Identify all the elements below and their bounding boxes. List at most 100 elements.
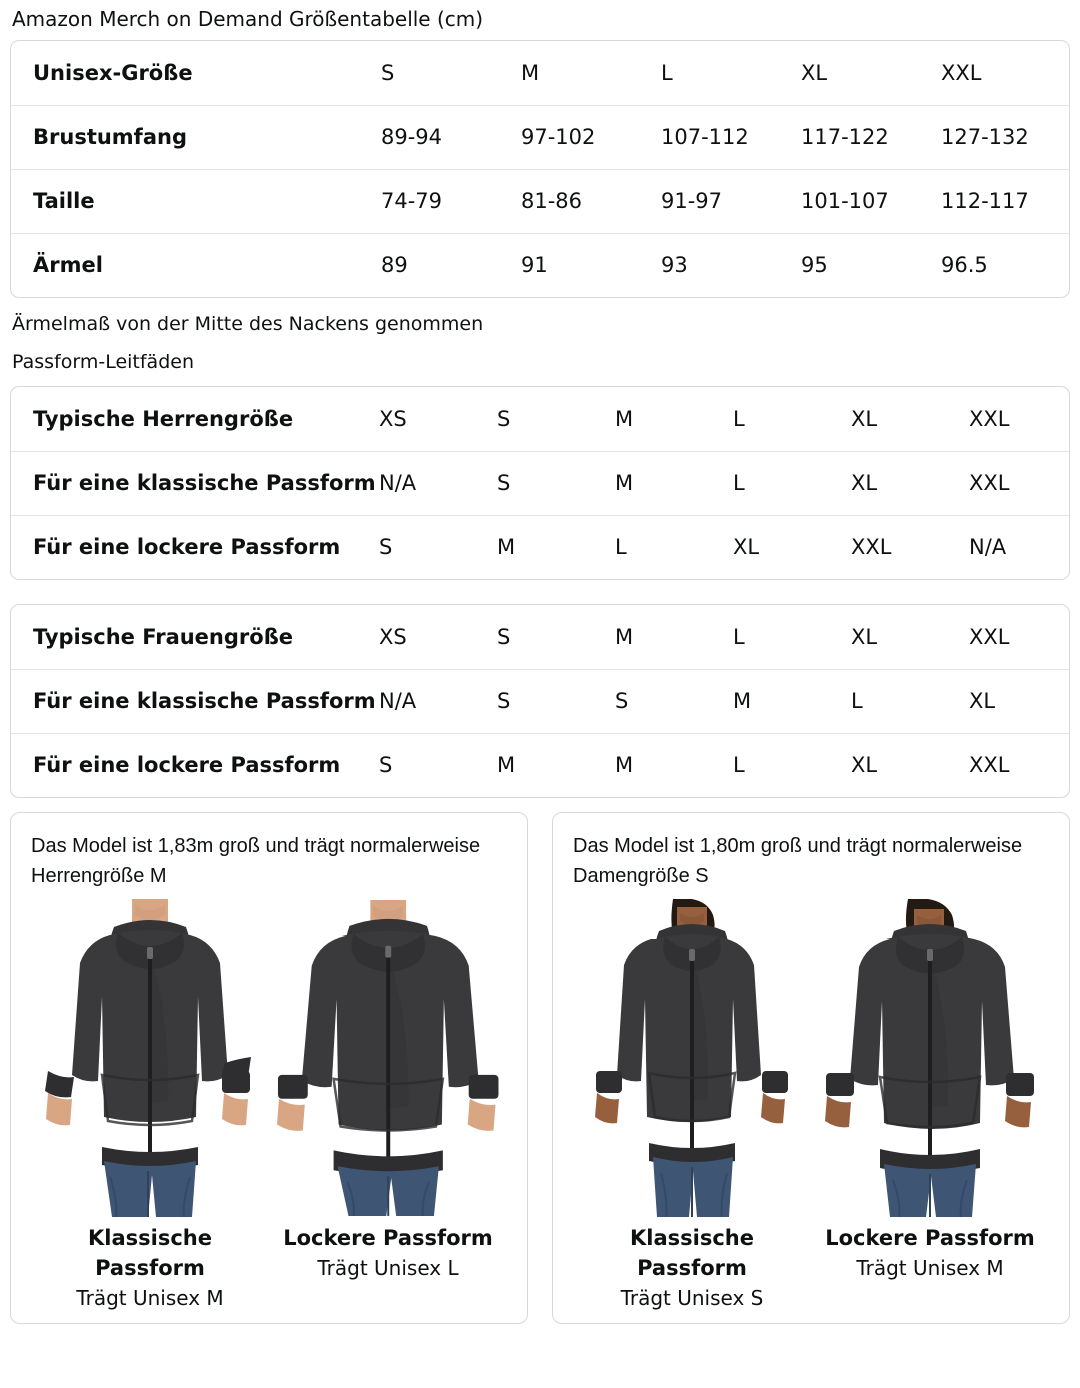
womens-typical-3: L [733,605,851,670]
male-figure-labels: Klassische Passform Trägt Unisex M Locke… [31,1223,507,1313]
sleeve-xxl: 96.5 [941,253,988,278]
male-relaxed-fit-wears: Trägt Unisex L [317,1256,459,1280]
womens-classic-1: S [497,669,615,734]
womens-fit-table: Typische Frauengröße XS S M L XL XXL Für… [11,605,1069,797]
table-row: Für eine klassische Passform N/A S M L X… [11,451,1069,516]
mens-relaxed-3: XL [733,535,760,560]
waist-m: 81-86 [521,169,661,234]
model-cards-row: Das Model ist 1,83m groß und trägt norma… [10,812,1070,1324]
size-header-xxl: XXL [941,41,1069,106]
mens-relaxed-5: N/A [969,535,1007,560]
womens-relaxed-0: S [379,753,393,778]
sleeve-m: 91 [521,253,548,278]
mens-fit-table-card: Typische Herrengröße XS S M L XL XXL Für… [10,386,1070,580]
sleeve-measurement-note: Ärmelmaß von der Mitte des Nackens genom… [12,313,484,335]
male-classic-fit-wears: Trägt Unisex M [76,1286,224,1310]
mens-classic-5: XXL [969,451,1069,516]
womens-classic-5: XL [969,669,1069,734]
female-model-description: Das Model ist 1,80m groß und trägt norma… [573,835,1023,887]
male-classic-label-group: Klassische Passform Trägt Unisex M [31,1223,269,1313]
mens-classic-0: N/A [379,451,497,516]
male-model-description: Das Model ist 1,83m groß und trägt norma… [31,835,481,887]
row-label-womens-classic-fit: Für eine klassische Passform [11,669,379,734]
mens-typical-2: M [615,387,733,452]
row-label-womens-relaxed-fit: Für eine lockere Passform [33,753,341,778]
womens-classic-2: S [615,669,733,734]
row-label-typical-womens-size: Typische Frauengröße [11,605,379,670]
sleeve-s: 89 [381,253,408,278]
female-relaxed-fit-label: Lockere Passform [825,1226,1035,1250]
size-header-m: M [521,41,661,106]
mens-relaxed-2: L [615,535,627,560]
table-row: Brustumfang 89-94 97-102 107-112 117-122… [11,105,1069,170]
mens-typical-1: S [497,387,615,452]
womens-relaxed-3: L [733,753,745,778]
male-hoodie-relaxed-illustration [276,900,499,1217]
row-label-typical-mens-size: Typische Herrengröße [11,387,379,452]
mens-classic-1: S [497,451,615,516]
womens-relaxed-5: XXL [969,753,1010,778]
waist-xl: 101-107 [801,169,941,234]
row-label-mens-classic-fit: Für eine klassische Passform [11,451,379,516]
chest-m: 97-102 [521,105,661,170]
sleeve-xl: 95 [801,253,828,278]
table-row: Für eine klassische Passform N/A S S M L… [11,669,1069,734]
mens-typical-5: XXL [969,387,1069,452]
female-hoodie-relaxed-illustration [825,899,1034,1217]
female-hoodie-classic-illustration [595,899,788,1217]
table-row: Typische Herrengröße XS S M L XL XXL [11,387,1069,452]
mens-relaxed-0: S [379,535,393,560]
mens-classic-3: L [733,451,851,516]
mens-typical-4: XL [851,387,969,452]
table-row: Ärmel 89 91 93 95 96.5 [11,233,1069,297]
waist-xxl: 112-117 [941,169,1069,234]
row-label-sleeve: Ärmel [33,253,103,278]
mens-relaxed-1: M [497,535,516,560]
female-figure-relaxed-fit [816,897,1044,1217]
sleeve-l: 93 [661,253,688,278]
womens-relaxed-2: M [615,753,634,778]
female-figures [573,897,1049,1217]
female-classic-fit-wears: Trägt Unisex S [620,1286,764,1310]
womens-classic-0: N/A [379,669,497,734]
waist-s: 74-79 [381,169,521,234]
male-model-card: Das Model ist 1,83m groß und trägt norma… [10,812,528,1324]
row-label-waist: Taille [11,169,381,234]
male-figure-classic-fit [36,897,264,1217]
womens-classic-3: M [733,669,851,734]
womens-classic-4: L [851,669,969,734]
row-label-chest: Brustumfang [11,105,381,170]
female-model-card: Das Model ist 1,80m groß und trägt norma… [552,812,1070,1324]
unisex-size-table: Unisex-Größe S M L XL XXL Brustumfang 89… [11,41,1069,297]
chest-l: 107-112 [661,105,801,170]
chest-xxl: 127-132 [941,105,1069,170]
chest-xl: 117-122 [801,105,941,170]
female-figure-classic-fit [578,897,806,1217]
table-row: Typische Frauengröße XS S M L XL XXL [11,605,1069,670]
male-relaxed-label-group: Lockere Passform Trägt Unisex L [269,1223,507,1313]
mens-typical-3: L [733,387,851,452]
female-figure-labels: Klassische Passform Trägt Unisex S Locke… [573,1223,1049,1313]
table-row: Unisex-Größe S M L XL XXL [11,41,1069,106]
table-row: Für eine lockere Passform S M L XL XXL N… [11,515,1069,579]
female-classic-label-group: Klassische Passform Trägt Unisex S [573,1223,811,1313]
table-row: Taille 74-79 81-86 91-97 101-107 112-117 [11,169,1069,234]
male-figure-relaxed-fit [274,897,502,1217]
size-header-s: S [381,41,521,106]
womens-fit-table-card: Typische Frauengröße XS S M L XL XXL Für… [10,604,1070,798]
mens-classic-2: M [615,451,733,516]
page-title: Amazon Merch on Demand Größentabelle (cm… [12,7,484,31]
size-header-xl: XL [801,41,941,106]
womens-typical-1: S [497,605,615,670]
row-label-mens-relaxed-fit: Für eine lockere Passform [33,535,341,560]
unisex-size-table-card: Unisex-Größe S M L XL XXL Brustumfang 89… [10,40,1070,298]
table-row: Für eine lockere Passform S M M L XL XXL [11,733,1069,797]
womens-relaxed-1: M [497,753,516,778]
womens-typical-4: XL [851,605,969,670]
waist-l: 91-97 [661,169,801,234]
female-classic-fit-label: Klassische Passform [630,1226,754,1280]
chest-s: 89-94 [381,105,521,170]
female-relaxed-fit-wears: Trägt Unisex M [856,1256,1004,1280]
mens-relaxed-4: XXL [851,535,892,560]
